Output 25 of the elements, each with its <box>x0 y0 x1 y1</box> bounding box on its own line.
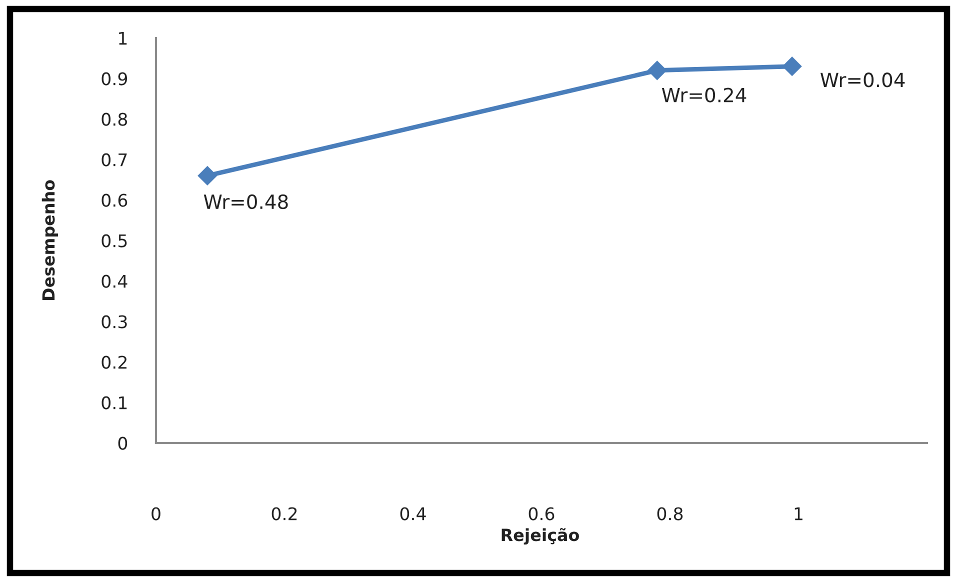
x-tick-label: 0.2 <box>272 507 297 520</box>
point <box>647 60 667 80</box>
y-tick-label: 0.1 <box>102 396 127 410</box>
y-tick-label: 0.9 <box>102 72 127 86</box>
x-axis-title: Rejeição <box>502 528 580 545</box>
point <box>782 56 802 76</box>
annotation: Wr=0.24 <box>662 88 746 102</box>
x-tick-label: 0.8 <box>657 507 683 520</box>
y-tick-label: 0.5 <box>102 234 127 248</box>
y-tick-label: 0.2 <box>102 356 126 369</box>
y-axis-title: Desempenho <box>42 180 58 300</box>
annotation: Wr=0.48 <box>204 194 288 210</box>
point <box>198 166 218 186</box>
y-tick-label: 0.8 <box>102 112 128 126</box>
x-tick-label: 0.4 <box>400 507 426 520</box>
x-tick-label: 0.6 <box>528 507 554 520</box>
annotation: Wr=0.04 <box>820 72 905 88</box>
y-tick-label: 0.3 <box>102 315 127 328</box>
y-tick-label: 0.7 <box>102 153 127 166</box>
y-tick-label: 1 <box>119 32 127 45</box>
y-tick-label: 0.4 <box>102 274 128 288</box>
y-tick-label: 0.6 <box>102 194 128 207</box>
x-tick-label: 0 <box>152 507 160 520</box>
x-tick-label: 1 <box>794 507 802 520</box>
y-tick-label: 0 <box>118 436 128 450</box>
